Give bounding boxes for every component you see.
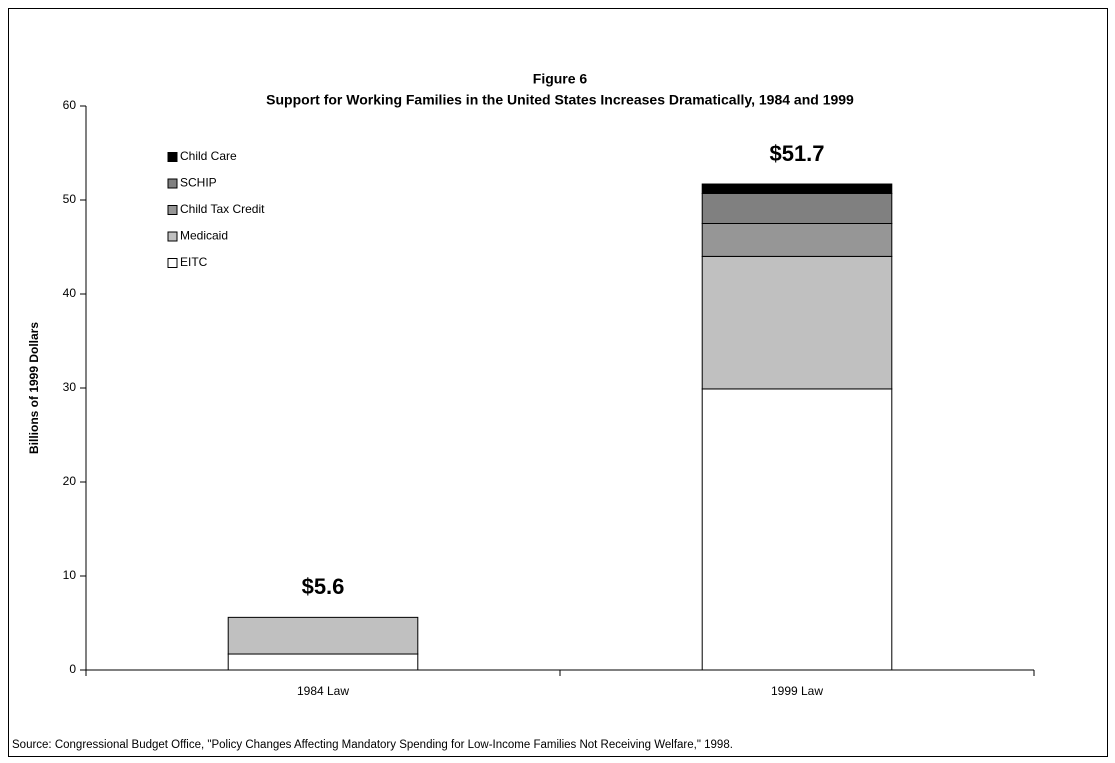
- chart-frame: [8, 8, 1108, 757]
- legend-swatch: [167, 178, 178, 189]
- bar-segment: [701, 388, 893, 671]
- legend-label: Child Tax Credit: [180, 202, 265, 216]
- y-axis-label: Billions of 1999 Dollars: [27, 322, 41, 454]
- bar-segment: [701, 255, 893, 390]
- total-label: $51.7: [769, 141, 824, 166]
- legend-swatch: [167, 231, 178, 242]
- legend-swatch: [167, 152, 178, 162]
- legend-label: Child Care: [180, 149, 237, 163]
- legend-swatch: [167, 205, 178, 215]
- y-tick-label: 30: [63, 380, 77, 394]
- bar-segment: [701, 223, 893, 257]
- legend-label: Medicaid: [180, 229, 228, 243]
- y-tick-label: 20: [63, 474, 77, 488]
- bar-segment: [227, 616, 419, 655]
- y-tick-label: 50: [63, 192, 77, 206]
- bar-segment: [701, 183, 893, 194]
- y-tick-label: 0: [69, 662, 76, 676]
- total-label: $5.6: [302, 574, 345, 599]
- y-tick-label: 60: [63, 98, 77, 112]
- legend-swatch: [167, 258, 178, 268]
- chart-title: Figure 6: [533, 71, 588, 87]
- source-note: Source: Congressional Budget Office, "Po…: [12, 739, 733, 751]
- legend-label: SCHIP: [180, 176, 217, 190]
- y-tick-label: 40: [63, 286, 77, 300]
- x-tick-label: 1999 Law: [771, 684, 823, 698]
- y-tick-label: 10: [63, 568, 77, 582]
- bar-segment: [701, 192, 893, 224]
- chart-subtitle: Support for Working Families in the Unit…: [266, 92, 854, 108]
- x-tick-label: 1984 Law: [297, 684, 349, 698]
- bar-segment: [227, 653, 419, 671]
- legend-label: EITC: [180, 255, 208, 269]
